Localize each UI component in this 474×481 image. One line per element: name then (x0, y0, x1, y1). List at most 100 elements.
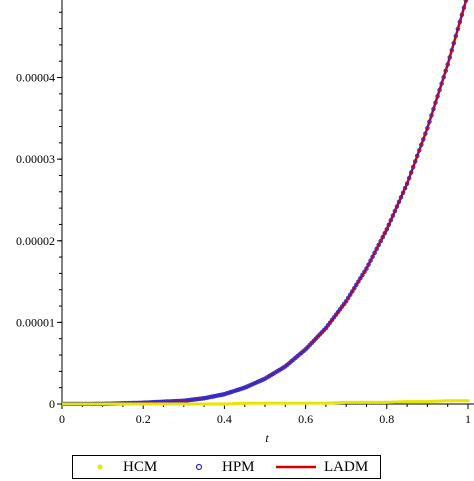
series-point-hpm (378, 238, 383, 244)
series-point-hpm (350, 289, 355, 294)
series-point-hpm (228, 390, 233, 395)
series-point-hpm (238, 386, 243, 392)
series-point-hpm (463, 0, 469, 3)
tick-labels: 0 0.2 0.4 0.6 0.8 1 0 0.00001 0.00002 0.00003 0.00… (16, 71, 471, 445)
series-point-hpm (185, 398, 191, 403)
series-point-hpm (364, 266, 369, 271)
series-point-hpm (189, 397, 195, 403)
y-tick-label: 0.00001 (16, 315, 55, 329)
series-point-hpm (410, 164, 416, 170)
x-tick-label: 0.8 (379, 412, 394, 426)
y-tick-label: 0.00002 (16, 234, 55, 248)
series-point-hpm (433, 100, 438, 105)
series-point-hpm (382, 231, 388, 236)
series-point-hpm (216, 393, 221, 398)
series-point-hpm (226, 390, 231, 396)
series-point-hpm (193, 397, 199, 402)
series-point-hpm (354, 282, 359, 288)
series-point-hpm (453, 33, 459, 39)
series-point-hpm (441, 74, 446, 80)
series-point-hpm (368, 258, 373, 263)
series-point-hpm (345, 295, 351, 301)
series-line-ladm (62, 0, 468, 406)
series-point-hpm (362, 269, 367, 275)
legend-markers (97, 463, 316, 471)
series-point-hpm (386, 222, 392, 228)
series-layer (62, 0, 470, 406)
series-point-hpm (183, 398, 189, 403)
series-point-hpm (429, 113, 434, 118)
series-point-hpm (214, 393, 219, 399)
series-point-hpm (425, 125, 430, 131)
series-point-hpm (205, 395, 211, 400)
legend-label-hpm: HPM (222, 459, 255, 475)
series-point-hpm (417, 148, 422, 153)
series-point-hpm (209, 394, 215, 399)
series-point-hpm (398, 195, 404, 200)
series-point-hpm (356, 279, 361, 284)
series-point-hpm (421, 136, 426, 142)
x-tick-label: 0 (59, 412, 65, 426)
series-point-hpm (222, 391, 227, 397)
series-point-hpm (457, 19, 463, 25)
series-point-hpm (451, 40, 457, 46)
series-point-hpm (439, 81, 444, 86)
series-point-hpm (236, 387, 241, 392)
series-point-hpm (419, 142, 424, 148)
series-point-hpm (234, 388, 239, 393)
series-point-hpm (390, 213, 396, 218)
series-point-hpm (402, 185, 408, 191)
y-tick-label: 0.00004 (16, 71, 55, 85)
series-point-hpm (343, 298, 349, 304)
series-point-hpm (408, 170, 414, 175)
series-point-hpm (404, 181, 410, 186)
series-point-hpm (423, 131, 428, 136)
series-point-hpm (197, 396, 203, 402)
legend: HCM HPM LADM (72, 455, 381, 479)
series-point-hpm (187, 397, 193, 403)
series-point-hpm (384, 227, 390, 232)
series-point-hpm (199, 396, 205, 401)
series-point-hpm (358, 276, 363, 281)
series-point-hpm (348, 292, 353, 297)
series-point-hpm (394, 204, 400, 209)
series-point-hpm (445, 62, 450, 67)
series-point-hpm (388, 217, 394, 223)
series-point-hpm (201, 396, 207, 401)
series-point-hpm (352, 285, 357, 291)
series-point-hpm (427, 119, 432, 125)
series-point-hpm (459, 12, 465, 18)
series-point-hpm (191, 397, 197, 402)
series-point-hpm (376, 242, 381, 248)
series-point-hpm (406, 175, 412, 181)
series-point-hpm (203, 395, 209, 401)
series-point-hpm (240, 386, 245, 391)
axes (57, 0, 474, 409)
series-point-hpm (461, 5, 467, 10)
legend-label-hcm: HCM (123, 459, 158, 475)
series-point-hpm (380, 234, 385, 240)
series-point-hpm (443, 68, 448, 74)
series-point-hpm (224, 391, 229, 396)
series-point-hpm (374, 246, 379, 252)
series-point-hpm (431, 106, 436, 112)
legend-label-ladm: LADM (324, 459, 369, 475)
x-tick-label: 0.4 (217, 412, 232, 426)
series-point-hpm (207, 394, 213, 400)
series-point-hpm (437, 87, 442, 93)
series-point-hpm (449, 48, 455, 53)
series-point-hpm (230, 389, 235, 394)
series-point-hpm (211, 394, 217, 399)
series-point-hpm (392, 208, 398, 214)
series-point-hpm (435, 94, 440, 99)
series-point-hpm (220, 392, 225, 397)
series-point-hpm (366, 262, 371, 267)
legend-marker-hcm (97, 464, 103, 470)
series-point-hpm (360, 272, 365, 278)
series-point-hpm (415, 153, 420, 159)
x-tick-label: 0.6 (298, 412, 313, 426)
series-point-hpm (232, 388, 237, 394)
series-point-hcm (466, 399, 470, 403)
x-tick-label: 0.2 (136, 412, 151, 426)
